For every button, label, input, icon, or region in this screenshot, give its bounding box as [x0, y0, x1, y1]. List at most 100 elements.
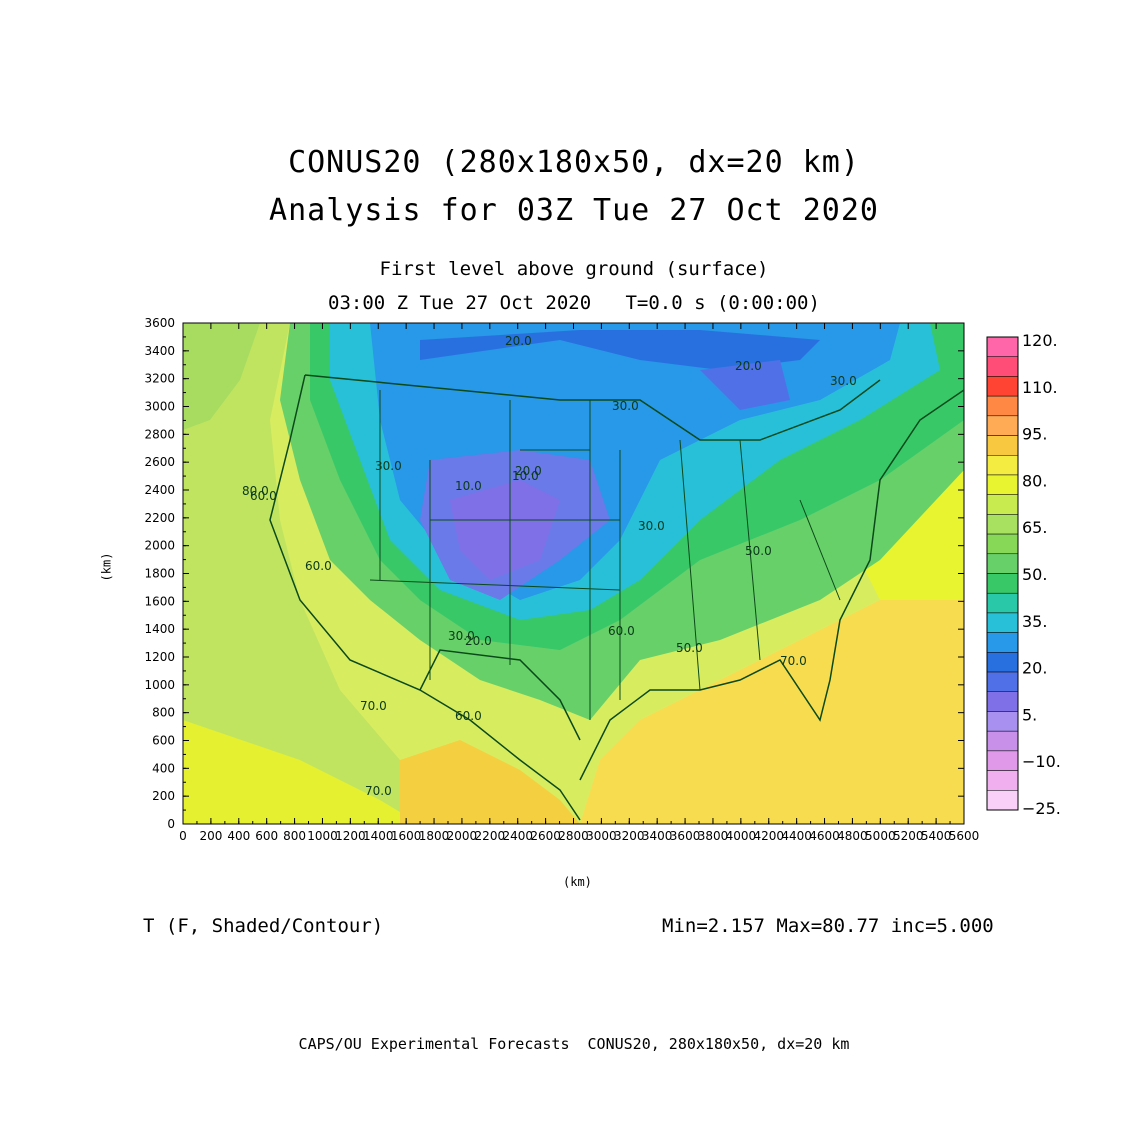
colorbar-swatch	[986, 533, 1019, 555]
x-tick-label: 2600	[530, 829, 561, 843]
contour-label: 20.0	[465, 634, 492, 648]
x-tick-label: 2800	[558, 829, 589, 843]
contour-label: 30.0	[830, 374, 857, 388]
x-tick-label: 4800	[837, 829, 868, 843]
y-tick-label: 3200	[144, 372, 175, 386]
colorbar-label: 35.	[1022, 612, 1047, 631]
y-tick-label: 2400	[144, 483, 175, 497]
y-tick-label: 1800	[144, 567, 175, 581]
colorbar-label: 120.	[1022, 331, 1058, 350]
y-tick-label: 3000	[144, 400, 175, 414]
colorbar-swatch	[986, 455, 1019, 476]
y-axis-unit: (km)	[99, 552, 114, 582]
colorbar-label: −10.	[1022, 752, 1061, 771]
y-tick-label: 3400	[144, 344, 175, 358]
x-tick-label: 1400	[363, 829, 394, 843]
mexico-warm	[400, 740, 580, 824]
colorbar-label: 5.	[1022, 705, 1037, 724]
x-tick-label: 1000	[307, 829, 338, 843]
map-title: CONUS20 (280x180x50, dx=20 km)	[288, 145, 860, 180]
x-tick-label: 4400	[781, 829, 812, 843]
canada-cold	[420, 330, 820, 370]
x-tick-label: 2200	[475, 829, 506, 843]
contour-label: 20.0	[505, 334, 532, 348]
contour-label: 60.0	[455, 709, 482, 723]
colorbar: 120. 110. 95. 80. 65. 50. 35. 20. 5. −10. −25.	[986, 331, 1061, 818]
y-tick-label: 2000	[144, 539, 175, 553]
colorbar-label: 20.	[1022, 659, 1047, 678]
colorbar-swatch	[986, 415, 1019, 436]
x-tick-label: 800	[283, 829, 306, 843]
y-tick-label: 1600	[144, 594, 175, 608]
map-subtitle-valid-time: 03:00 Z Tue 27 Oct 2020 T=0.0 s (0:00:00…	[328, 292, 820, 314]
boundaries	[269, 374, 964, 821]
y-tick-label: 600	[152, 734, 175, 748]
colorbar-swatch	[986, 573, 1019, 594]
field-stats: Min=2.157 Max=80.77 inc=5.000	[662, 915, 994, 937]
colorbar-label: 80.	[1022, 471, 1047, 490]
colorbar-swatch	[986, 474, 1019, 495]
y-tick-label: 1000	[144, 678, 175, 692]
contour-label: 30.0	[612, 399, 639, 413]
colorbar-swatch	[986, 770, 1019, 791]
y-tick-label: 1400	[144, 622, 175, 636]
hudson-cold	[700, 360, 790, 410]
colorbar-frame	[986, 336, 1019, 811]
contour-label: 50.0	[745, 544, 772, 558]
colorbar-swatch	[986, 336, 1019, 357]
colorbar-swatch	[986, 691, 1019, 712]
y-tick-label: 1200	[144, 650, 175, 664]
x-tick-label: 1600	[391, 829, 422, 843]
colorbar-swatch	[986, 514, 1019, 535]
x-tick-label: 4600	[809, 829, 840, 843]
contour-label: 20.0	[735, 359, 762, 373]
contour-label: 50.0	[676, 641, 703, 655]
colorbar-swatch	[986, 494, 1019, 515]
x-tick-label: 3800	[698, 829, 729, 843]
y-axis: 0 200 400 600 800 1000 1200 1400 1600 1800 2000 220…	[144, 316, 964, 831]
colorbar-swatch	[986, 553, 1019, 574]
colorbar-label: 95.	[1022, 425, 1047, 444]
colorbar-swatch	[986, 671, 1019, 693]
temperature-field	[183, 323, 964, 824]
pacific-south	[183, 720, 420, 824]
contour-label: 20.0	[515, 464, 542, 478]
y-tick-label: 800	[152, 706, 175, 720]
contour-label: 30.0	[638, 519, 665, 533]
y-tick-label: 200	[152, 789, 175, 803]
contour-label: 60.0	[250, 489, 277, 503]
y-tick-label: 400	[152, 761, 175, 775]
x-tick-label: 3600	[670, 829, 701, 843]
contour-label: 30.0	[375, 459, 402, 473]
x-tick-label: 3200	[614, 829, 645, 843]
x-tick-label: 5400	[921, 829, 952, 843]
colorbar-swatch	[986, 376, 1019, 397]
state-lines	[369, 390, 841, 720]
y-tick-label: 3600	[144, 316, 175, 330]
y-tick-label: 2600	[144, 455, 175, 469]
gulf-atlantic-warm	[580, 580, 964, 824]
us-canada-border	[304, 374, 881, 441]
contour-label: 10.0	[512, 469, 539, 483]
atlantic-east	[860, 470, 964, 600]
contour-label: 30.0	[448, 629, 475, 643]
rockies-core	[450, 480, 560, 580]
colorbar-swatch	[986, 612, 1019, 633]
colorbar-label: 50.	[1022, 565, 1047, 584]
contour-label: 60.0	[608, 624, 635, 638]
contour-label: 80.0	[242, 484, 269, 498]
contour-label: 60.0	[305, 559, 332, 573]
colorbar-swatch	[986, 730, 1019, 752]
colorbar-swatch	[986, 711, 1019, 732]
colorbar-swatch	[986, 435, 1019, 456]
x-tick-label: 3000	[586, 829, 617, 843]
x-tick-label: 4200	[753, 829, 784, 843]
contour-label: 10.0	[455, 479, 482, 493]
x-tick-label: 400	[227, 829, 250, 843]
x-axis-unit: (km)	[563, 875, 592, 889]
contour-label: 70.0	[365, 784, 392, 798]
variable-label: T (F, Shaded/Contour)	[143, 915, 384, 937]
colorbar-label: 110.	[1022, 378, 1058, 397]
map-subtitle-level: First level above ground (surface)	[379, 258, 769, 280]
